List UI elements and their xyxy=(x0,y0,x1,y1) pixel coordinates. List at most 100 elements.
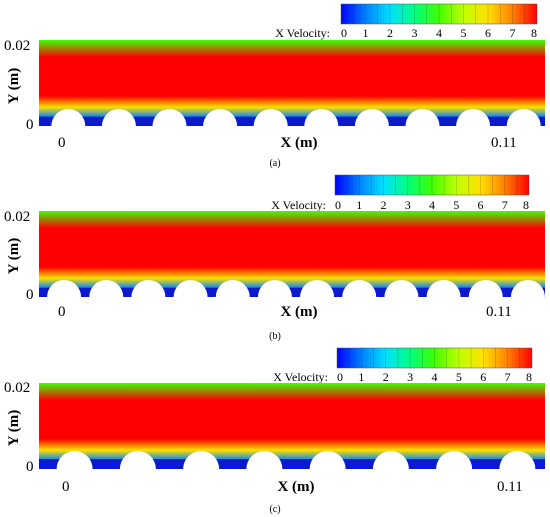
obstacle-bump xyxy=(342,280,377,297)
obstacle-bump xyxy=(152,109,187,126)
obstacle-bump xyxy=(89,280,124,297)
colorbar-tick-label: 7 xyxy=(502,198,508,212)
obstacles-a xyxy=(39,108,545,126)
y-axis-label-a: Y (m) xyxy=(6,68,22,105)
contour-c xyxy=(39,383,545,469)
y-tick-c-bottom: 0 xyxy=(26,459,34,475)
obstacle-bump xyxy=(384,280,419,297)
y-tick-b-top: 0.02 xyxy=(4,209,30,225)
colorbar-tick-label: 4 xyxy=(429,198,435,212)
x-axis-label-a: X (m) xyxy=(280,135,317,151)
colorbar-tick-label: 7 xyxy=(505,370,511,384)
colorbar-tick-label: 1 xyxy=(363,26,369,40)
obstacle-bump xyxy=(405,109,440,126)
x-tick-c-left: 0 xyxy=(62,479,70,495)
colorbar-tick-label: 0 xyxy=(337,370,343,384)
obstacles-c xyxy=(39,451,545,469)
caption-c: (c) xyxy=(269,504,280,515)
colorbar-tick-label: 0 xyxy=(335,198,341,212)
y-tick-c-top: 0.02 xyxy=(4,380,30,396)
obstacle-bump xyxy=(506,109,541,126)
y-tick-a-top: 0.02 xyxy=(4,38,30,54)
colorbar-tick-label: 3 xyxy=(407,370,413,384)
colorbar-tick-label: 5 xyxy=(453,198,459,212)
colorbar-c-title: X Velocity: xyxy=(273,370,328,384)
colorbar-b: 0 1 2 3 4 5 6 7 8 X Velocity: xyxy=(271,174,530,212)
colorbar-tick-label: 6 xyxy=(478,198,484,212)
colorbar-tick-label: 4 xyxy=(432,370,438,384)
panel-a: 0 1 2 3 4 5 6 7 8 X Velocity: 0.02 0 Y (m) 0 0.1… xyxy=(4,3,545,169)
obstacle-bump xyxy=(372,451,409,469)
x-tick-b-left: 0 xyxy=(58,304,66,320)
obstacle-bump xyxy=(101,109,136,126)
obstacle-bump xyxy=(173,280,208,297)
obstacle-bump xyxy=(510,280,545,297)
colorbar-tick-label: 5 xyxy=(456,370,462,384)
colorbar-tick-label: 2 xyxy=(383,370,389,384)
colorbar-tick-label: 0 xyxy=(341,26,347,40)
colorbar-b-swatch xyxy=(334,174,530,196)
colorbar-a: 0 1 2 3 4 5 6 7 8 X Velocity: xyxy=(275,3,538,40)
colorbar-a-title: X Velocity: xyxy=(275,26,330,40)
obstacle-bump xyxy=(426,280,461,297)
obstacle-bump xyxy=(203,109,238,126)
obstacle-bump xyxy=(309,451,346,469)
colorbar-tick-label: 3 xyxy=(412,26,418,40)
obstacles-b xyxy=(39,280,545,297)
recirculation-zone xyxy=(39,116,545,126)
colorbar-tick-label: 3 xyxy=(405,198,411,212)
obstacle-bump xyxy=(304,109,339,126)
caption-a: (a) xyxy=(269,158,280,169)
colorbar-tick-label: 8 xyxy=(531,26,537,40)
x-axis-label-b: X (m) xyxy=(280,304,317,320)
colorbar-tick-label: 6 xyxy=(480,370,486,384)
obstacle-bump xyxy=(300,280,335,297)
obstacle-bump xyxy=(215,280,250,297)
x-tick-a-right: 0.11 xyxy=(491,135,517,151)
obstacle-bump xyxy=(456,109,491,126)
obstacle-bump xyxy=(354,109,389,126)
obstacle-bump xyxy=(246,451,283,469)
colorbar-tick-label: 6 xyxy=(485,26,491,40)
obstacle-bump xyxy=(257,280,292,297)
y-tick-a-bottom: 0 xyxy=(26,117,34,133)
colorbar-tick-label: 1 xyxy=(356,198,362,212)
x-tick-a-left: 0 xyxy=(58,135,66,151)
colorbar-c-ticks: 0 1 2 3 4 5 6 7 8 xyxy=(337,370,532,384)
colorbar-tick-label: 1 xyxy=(358,370,364,384)
y-tick-b-bottom: 0 xyxy=(26,287,34,303)
obstacle-bump xyxy=(131,280,166,297)
colorbar-tick-label: 2 xyxy=(387,26,393,40)
obstacle-bump xyxy=(47,280,82,297)
obstacle-bump xyxy=(119,451,156,469)
x-tick-b-right: 0.11 xyxy=(486,304,512,320)
colorbar-c: 0 1 2 3 4 5 6 7 8 X Velocity: xyxy=(273,347,533,384)
colorbar-tick-label: 8 xyxy=(523,198,529,212)
obstacle-bump xyxy=(51,108,86,126)
colorbar-b-title: X Velocity: xyxy=(271,198,326,212)
caption-b: (b) xyxy=(269,331,281,342)
colorbar-a-swatch xyxy=(340,3,538,25)
panel-b: 0 1 2 3 4 5 6 7 8 X Velocity: 0.02 0 Y (m) 0 0.1… xyxy=(4,174,545,342)
x-tick-c-right: 0.11 xyxy=(497,479,523,495)
colorbar-tick-label: 7 xyxy=(510,26,516,40)
recirculation-zone xyxy=(39,459,545,469)
colorbar-tick-label: 2 xyxy=(381,198,387,212)
obstacle-bump xyxy=(183,451,220,469)
obstacle-bump xyxy=(436,451,473,469)
colorbar-tick-label: 5 xyxy=(461,26,467,40)
colorbar-c-swatch xyxy=(336,347,533,369)
x-axis-label-c: X (m) xyxy=(277,479,314,495)
y-axis-label-b: Y (m) xyxy=(6,238,22,275)
colorbar-tick-label: 4 xyxy=(436,26,442,40)
obstacle-bump xyxy=(499,451,536,469)
obstacle-bump xyxy=(56,451,93,469)
obstacle-bump xyxy=(468,280,503,297)
y-axis-label-c: Y (m) xyxy=(6,410,22,447)
colorbar-a-ticks: 0 1 2 3 4 5 6 7 8 xyxy=(341,26,537,40)
obstacle-bump xyxy=(253,108,288,126)
panel-c: 0 1 2 3 4 5 6 7 8 X Velocity: 0.02 0 Y (m) 0 0.1… xyxy=(4,347,545,515)
colorbar-tick-label: 8 xyxy=(526,370,532,384)
contour-b xyxy=(39,211,545,297)
